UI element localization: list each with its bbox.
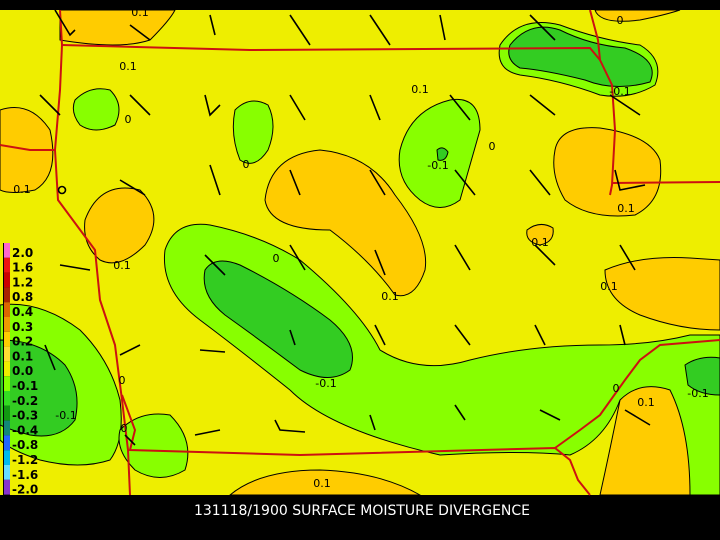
legend-swatch — [4, 272, 10, 288]
legend-swatch — [4, 243, 10, 258]
legend-swatch — [4, 302, 10, 317]
contour-label: 0.1 — [131, 6, 149, 19]
contour-region — [264, 149, 427, 297]
contour-label: 0.1 — [119, 60, 137, 73]
legend-swatch — [4, 450, 10, 465]
legend-swatch — [4, 435, 10, 451]
legend-label: -1.2 — [12, 453, 38, 467]
wind-barbs — [39, 9, 651, 446]
legend-label: -2.0 — [12, 483, 38, 497]
contour-label: 0.1 — [600, 280, 618, 293]
contour-label: 0 — [119, 374, 126, 387]
contour-region — [84, 187, 155, 264]
legend-label: 0.0 — [12, 364, 33, 378]
contour-label: 0 — [273, 252, 280, 265]
contour-label: -0.1 — [609, 85, 630, 98]
contour-label: 0.1 — [531, 236, 549, 249]
legend-swatch — [4, 331, 10, 347]
border — [611, 181, 720, 184]
legend-label: 0.3 — [12, 320, 33, 334]
border — [554, 339, 720, 449]
border — [0, 144, 55, 151]
legend-label: -0.4 — [12, 423, 38, 437]
contour-labels: 0.1 0.1 0.1 0 -0.1 0 0 -0.1 0 0.1 0.1 0.1 0.1 0 0.1 0.1… — [13, 6, 708, 490]
legend-label: -1.6 — [12, 468, 38, 482]
legend-swatch — [4, 405, 10, 421]
legend-label: -0.1 — [12, 379, 38, 393]
contour-label: 0.1 — [313, 477, 331, 490]
legend-label: 0.4 — [12, 305, 33, 319]
legend-label: -0.8 — [12, 438, 38, 452]
legend-swatch — [4, 287, 10, 303]
contour-label: 0 — [489, 140, 496, 153]
contour-label: 0.1 — [637, 396, 655, 409]
contour-region — [72, 88, 120, 131]
border — [589, 9, 601, 61]
contour-region — [163, 223, 720, 496]
contour-region — [228, 469, 422, 496]
contour-region — [436, 147, 449, 161]
contour-label: 0.1 — [381, 290, 399, 303]
title: 131118/1900 SURFACE MOISTURE DIVERGENCE — [194, 503, 530, 519]
legend-label: 2.0 — [12, 246, 33, 260]
contour-region — [508, 26, 653, 88]
field — [0, 9, 720, 496]
contour-label: 0.1 — [13, 183, 31, 196]
legend-swatch — [4, 420, 10, 436]
legend-label: 0.1 — [12, 349, 33, 363]
legend-swatch — [4, 376, 10, 391]
border — [53, 9, 131, 496]
contour-region — [203, 260, 353, 378]
border — [61, 44, 617, 196]
contour-region — [118, 413, 189, 478]
calm-marker — [57, 185, 67, 195]
legend-label: 0.8 — [12, 290, 33, 304]
legend-swatch — [4, 391, 10, 406]
contour-region — [232, 100, 274, 164]
legend-label: 0.2 — [12, 335, 33, 349]
contour-label: 0 — [125, 113, 132, 126]
legend-label: -0.2 — [12, 394, 38, 408]
contour-label: -0.1 — [55, 409, 76, 422]
contour-region — [684, 356, 720, 396]
contour-label: 0 — [243, 158, 250, 171]
contour-label: 0.1 — [113, 259, 131, 272]
legend-label: -0.3 — [12, 409, 38, 423]
legend: 2.01.61.20.80.40.30.20.10.0-0.1-0.2-0.3-… — [4, 243, 38, 497]
border — [121, 394, 591, 496]
contour-label: -0.1 — [427, 159, 448, 172]
contour-label: 0 — [121, 422, 128, 435]
contour-region — [553, 127, 662, 217]
contour-label: -0.1 — [687, 387, 708, 400]
legend-swatch — [4, 479, 10, 495]
contour-region — [526, 224, 554, 246]
contour-region — [594, 9, 681, 22]
legend-label: 1.2 — [12, 275, 33, 289]
legend-swatch — [4, 257, 10, 273]
contour-label: -0.1 — [315, 377, 336, 390]
contour-label: 0.1 — [411, 83, 429, 96]
contour-region — [604, 257, 720, 331]
state-borders — [0, 9, 720, 496]
contour-label: 0 — [613, 382, 620, 395]
contour-label: 0 — [617, 14, 624, 27]
legend-swatch — [4, 465, 10, 480]
legend-swatch — [4, 317, 10, 332]
contour-label: 0.1 — [617, 202, 635, 215]
legend-swatch — [4, 346, 10, 362]
legend-swatch — [4, 361, 10, 377]
legend-label: 1.6 — [12, 261, 33, 275]
